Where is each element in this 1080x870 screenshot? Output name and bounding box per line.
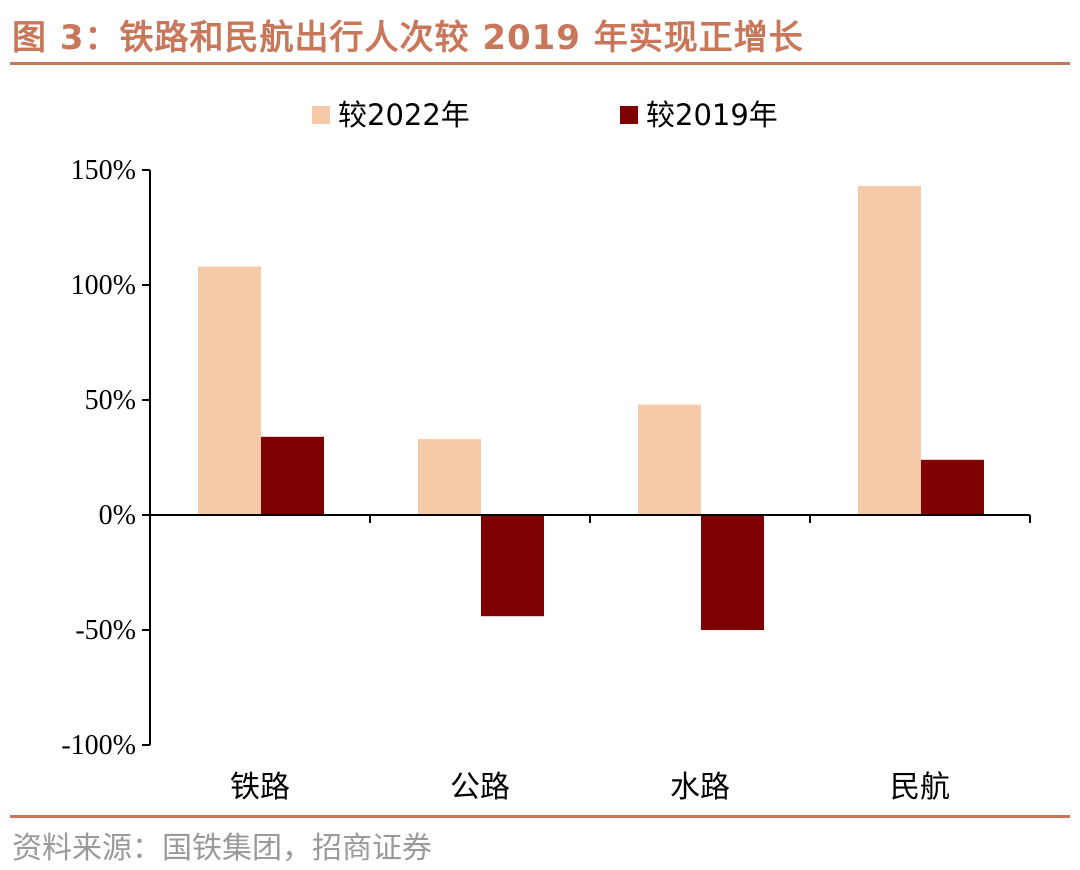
bar-series1-3 [638,404,701,515]
bar-series2-2 [481,515,544,617]
y-tick-label-2: 0% [99,500,136,531]
y-tick-label-1: -50% [75,615,136,646]
bar-series2-4 [921,459,984,515]
legend-label-2: 较2019年 [646,98,778,132]
category-label-4: 民航 [890,770,950,805]
bar-chart: 较2022年 较2019年 -100% -50% 0% 50% 100% 150% 铁路 公路 水路… [61,98,1031,805]
footer-divider [10,815,1070,818]
y-tick-label-4: 100% [71,270,136,301]
legend-swatch-2 [620,106,638,124]
y-tick-label-5: 150% [71,155,136,186]
category-label-2: 公路 [450,770,510,805]
bar-series2-3 [701,515,764,630]
chart-title: 图 3：铁路和民航出行人次较 2019 年实现正增长 [12,18,804,58]
bar-series2-1 [261,436,324,515]
bar-series1-2 [418,439,481,515]
source-note: 资料来源：国铁集团，招商证券 [12,831,432,866]
y-tick-label-0: -100% [61,730,136,761]
y-tick-label-3: 50% [85,385,136,416]
bar-series1-1 [198,266,261,515]
category-label-3: 水路 [670,770,730,805]
category-label-1: 铁路 [230,770,290,805]
legend-swatch-1 [312,106,330,124]
bar-series1-4 [858,186,921,515]
title-divider [10,62,1070,65]
legend-label-1: 较2022年 [338,98,470,132]
